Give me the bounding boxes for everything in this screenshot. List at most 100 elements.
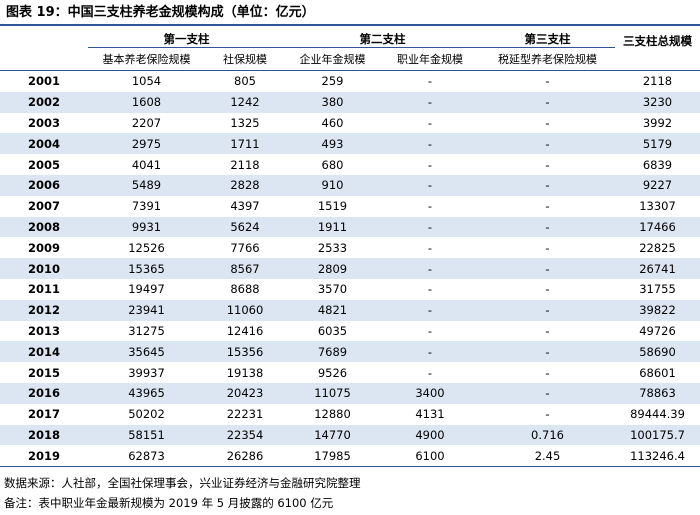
cell: 12526 [128, 240, 165, 255]
cell: - [545, 115, 550, 130]
cell: 39937 [128, 365, 165, 380]
cell: - [427, 365, 433, 380]
cell: 35645 [88, 341, 205, 363]
cell: - [380, 258, 480, 279]
cell: 5624 [205, 216, 285, 238]
cell: 2533 [317, 240, 348, 255]
cell: 31755 [639, 282, 676, 297]
column-header: 企业年金规模 [285, 47, 380, 71]
cell: - [427, 199, 433, 214]
year-cell: 2003 [27, 115, 60, 130]
cell: - [545, 365, 550, 380]
cell: 0.716 [480, 424, 615, 446]
row: 2016 43965 20423 11075 3400-78863 [0, 382, 700, 404]
cell: 4397 [230, 199, 260, 214]
row: 2005 4041 2118 680 - - 6839 [0, 154, 700, 175]
row: 2010 15365 8567 2809- -26741 [0, 258, 700, 279]
cell: 2207 [131, 115, 162, 130]
source: 数据来源：人社部，全国社保理事会，兴业证券经济与金融研究院整理 [4, 476, 361, 491]
cell: 2809 [285, 258, 380, 279]
cell: 22354 [205, 424, 285, 446]
cell: 13307 [639, 199, 676, 214]
cell: 910 [285, 174, 380, 196]
cell: 43965 [88, 382, 205, 404]
cell: 1711 [205, 133, 285, 155]
cell: 4821 [285, 299, 380, 321]
cell: - [480, 299, 615, 321]
year-cell: 2007 [27, 199, 60, 214]
cell: 78863 [615, 382, 700, 404]
cell: - [427, 115, 433, 130]
cell: 58151 [88, 424, 205, 446]
cell: - [545, 407, 550, 422]
row: 2012 23941 11060 4821- -39822 [0, 299, 700, 321]
cell: - [545, 282, 550, 297]
row: 2019 62873 26286 17985 6100 2.45 113246.4 [0, 445, 700, 468]
cell: 805 [234, 74, 256, 89]
cell: 3992 [642, 115, 673, 130]
cell: - [545, 199, 550, 214]
cell: 22825 [639, 240, 676, 255]
cell: 11060 [205, 299, 285, 321]
cell: 113246.4 [615, 445, 700, 468]
cell: 62873 [88, 445, 205, 468]
row: 2015 39937 19138 9526 - - 68601 [0, 362, 700, 383]
cell: 9526 [317, 365, 348, 380]
year-cell: 2018 [0, 424, 88, 446]
cell: - [427, 240, 433, 255]
cell: - [427, 323, 433, 338]
cell: 68601 [639, 365, 676, 380]
cell: 3400 [380, 382, 480, 404]
title: 图表 19：中国三支柱养老金规模构成（单位：亿元） [0, 0, 700, 26]
year-cell: 2016 [0, 382, 88, 404]
cell: 2828 [205, 174, 285, 196]
cell: 50202 [128, 407, 165, 422]
cell: 31275 [128, 323, 165, 338]
group-header: 第三支柱 [480, 30, 615, 48]
column-header: 税延型养老保险规模 [480, 47, 615, 71]
row: 2008 9931 5624 1911- -17466 [0, 216, 700, 238]
cell: - [545, 74, 550, 89]
row: 2018 58151 22354 14770 4900 0.716 100175.7 [0, 424, 700, 446]
row: 2017 50202 22231 12880 4131 - 89444.39 [0, 404, 700, 425]
row: 2001 1054 805 259 - - 2118 [0, 71, 700, 92]
cell: 23941 [88, 299, 205, 321]
cell: - [380, 133, 480, 155]
cell: 11075 [285, 382, 380, 404]
cell: - [480, 258, 615, 279]
row: 2014 35645 15356 7689- -58690 [0, 341, 700, 363]
cell: 19497 [128, 282, 165, 297]
cell: - [480, 382, 615, 404]
group-header: 第一支柱 [88, 30, 285, 48]
column-header: 社保规模 [205, 47, 285, 71]
cell: 2.45 [480, 445, 615, 468]
cell: 17466 [615, 216, 700, 238]
cell: 26741 [615, 258, 700, 279]
year-cell: 2001 [27, 74, 60, 89]
cell: - [545, 157, 550, 172]
cell: 19138 [226, 365, 264, 380]
cell: 1054 [131, 74, 162, 89]
cell: - [380, 174, 480, 196]
cell: 4131 [415, 407, 445, 422]
cell: - [380, 216, 480, 238]
cell: 259 [321, 74, 344, 89]
cell: 8688 [230, 282, 260, 297]
cell: 15356 [205, 341, 285, 363]
cell: 26286 [205, 445, 285, 468]
column-header: 职业年金规模 [380, 47, 480, 71]
cell: 49726 [639, 323, 676, 338]
cell: 1911 [285, 216, 380, 238]
column-header: 基本养老保险规模 [88, 47, 205, 71]
year-cell: 2004 [0, 133, 88, 155]
table: 第一支柱 第二支柱 第三支柱 三支柱总规模 基本养老保险规模 社保规模 企业年金规模… [0, 30, 700, 468]
cell: 4041 [131, 157, 162, 172]
cell: 58690 [615, 341, 700, 363]
cell: - [380, 299, 480, 321]
cell: 17985 [285, 445, 380, 468]
cell: 15365 [88, 258, 205, 279]
cell: 89444.39 [630, 407, 685, 422]
cell: 7766 [230, 240, 260, 255]
cell: 6839 [642, 157, 673, 172]
cell: - [545, 240, 550, 255]
